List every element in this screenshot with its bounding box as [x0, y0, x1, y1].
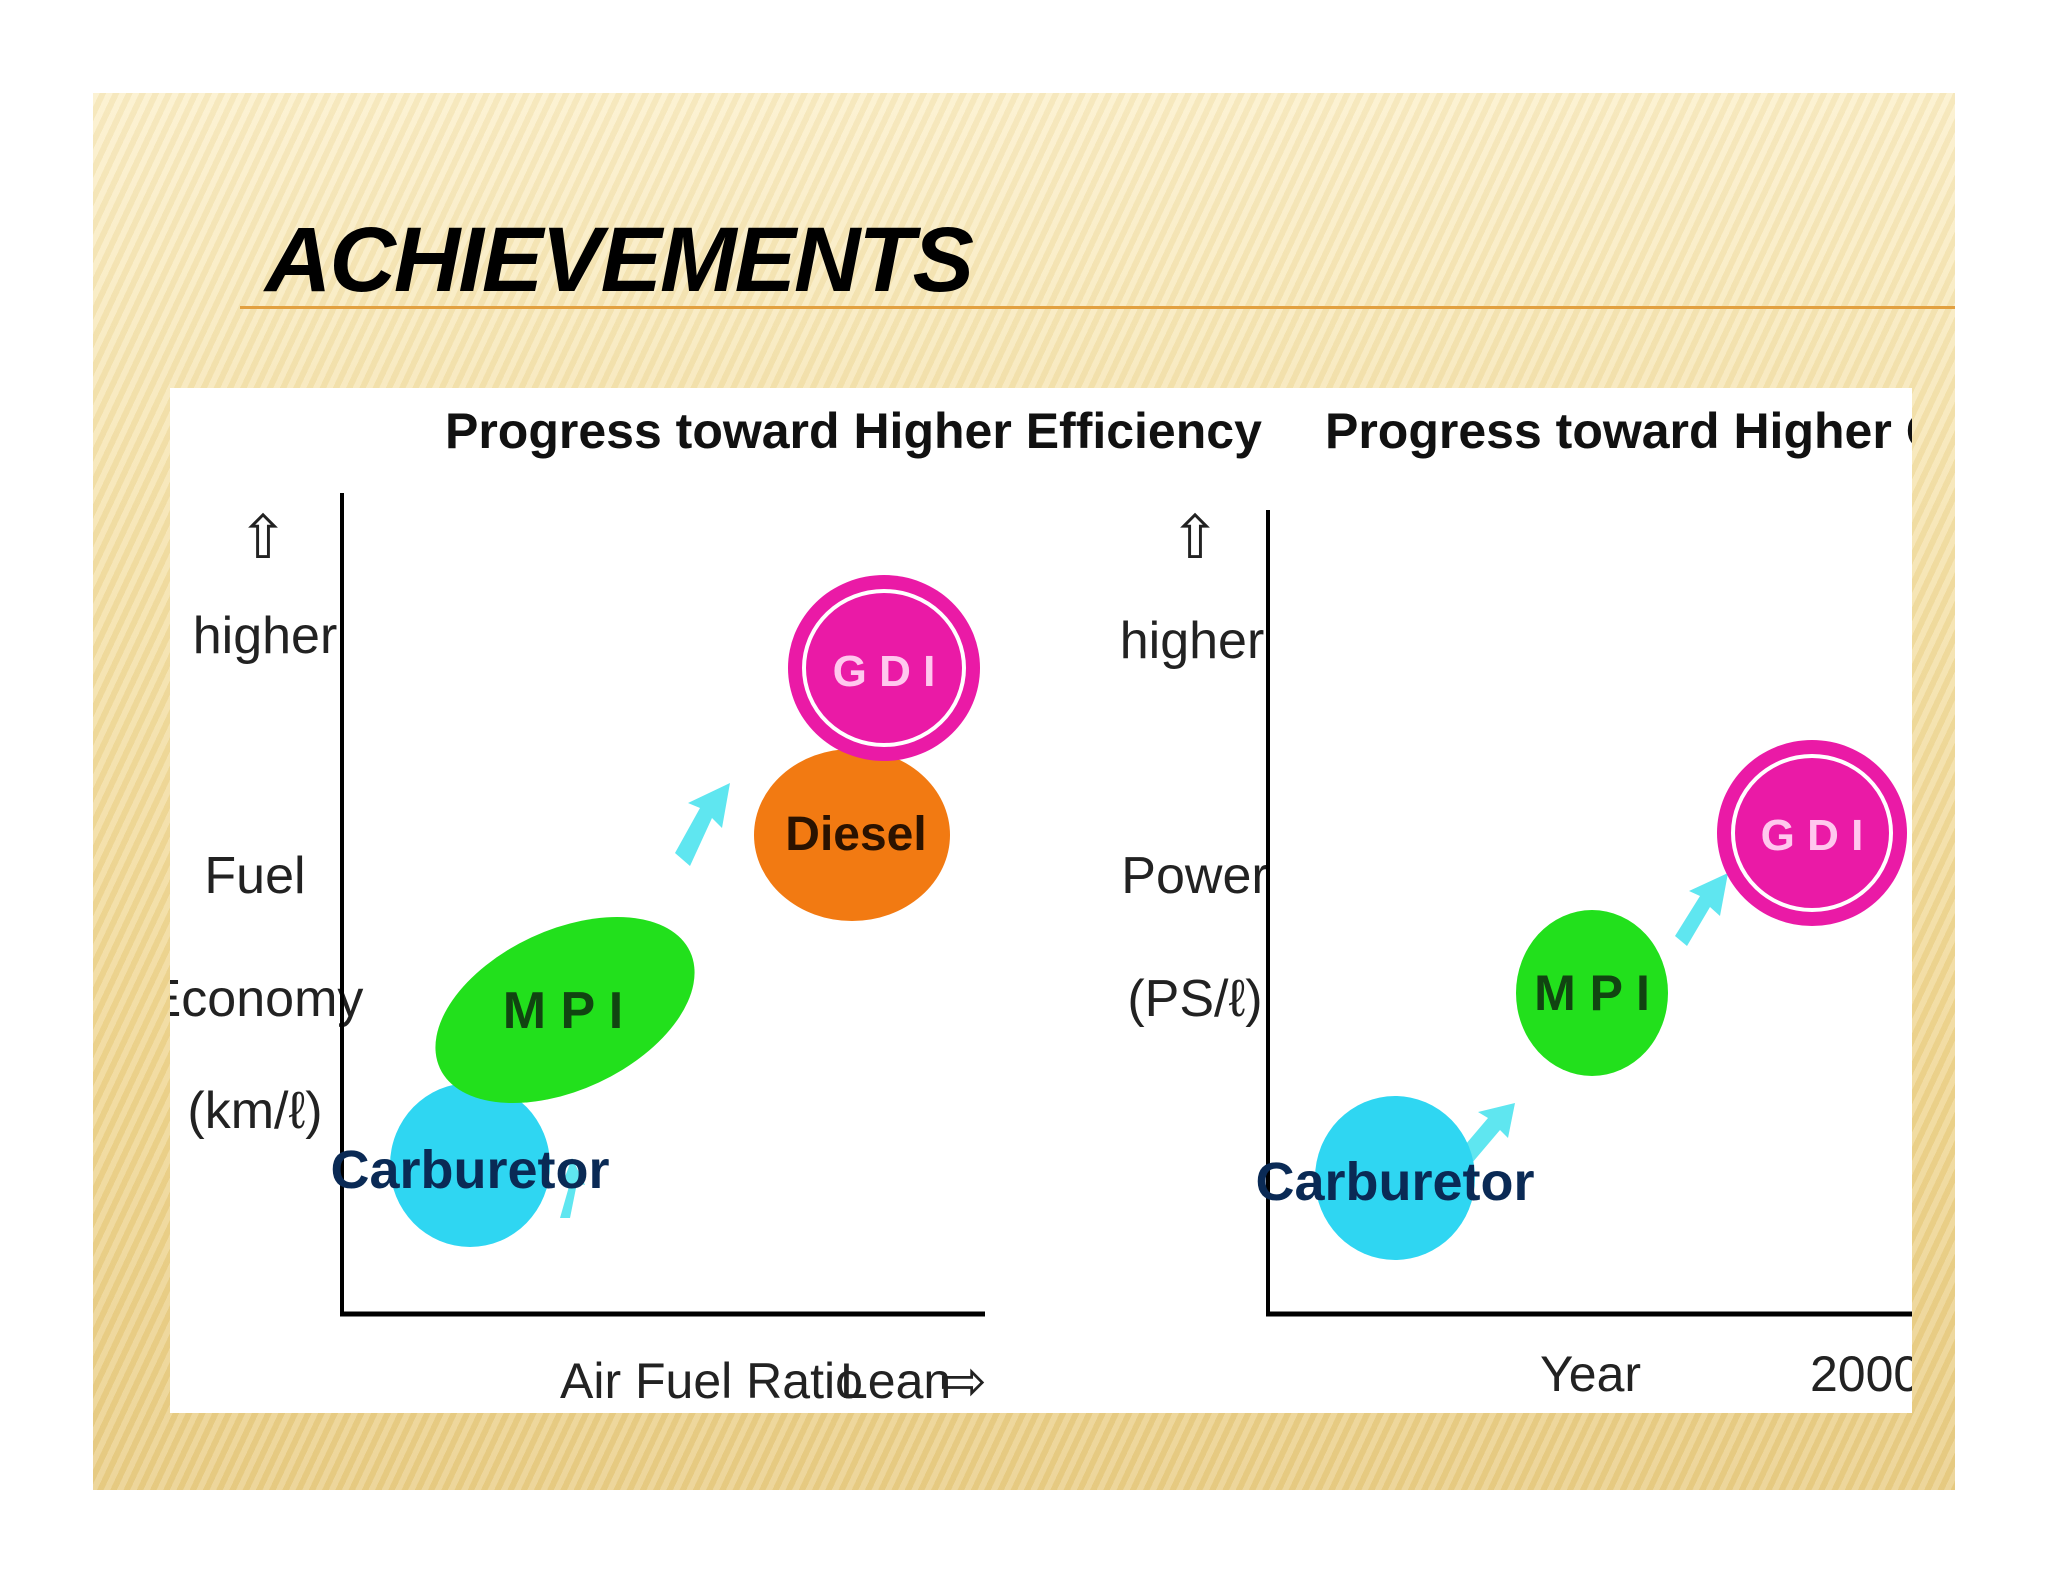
diagram-svg: Progress toward Higher Efficiency ⇧ high… [170, 403, 1912, 1412]
right-arrow-mpi-to-gdi [1675, 873, 1728, 946]
right-panel-title: Progress toward Higher Output [1325, 403, 1912, 459]
left-x-end-label: Lean [840, 1353, 951, 1409]
right-y-higher-label: higher [1120, 612, 1265, 670]
left-up-arrow-icon: ⇧ [238, 504, 288, 571]
right-mpi-label: M P I [1534, 965, 1650, 1021]
left-mpi-bubble [435, 916, 695, 1104]
left-x-axis-label: Air Fuel Ratio [560, 1353, 863, 1409]
right-gdi-inner-ring [1731, 754, 1893, 912]
left-y-label-line1: Fuel [204, 847, 305, 905]
right-diagram: Progress toward Higher Output ⇧ higher P… [1120, 403, 1912, 1402]
right-carburetor-bubble [1315, 1096, 1475, 1260]
title-underline [240, 306, 1955, 309]
left-diesel-label: Diesel [785, 808, 926, 861]
left-carburetor-bubble [390, 1083, 550, 1247]
left-gdi-bubble [788, 575, 980, 761]
left-right-arrow-icon: ⇨ [940, 1349, 987, 1412]
right-gdi-bubble [1717, 740, 1907, 926]
left-carburetor-label: Carburetor [330, 1140, 609, 1200]
right-arrow-carb-to-mpi [1460, 1103, 1515, 1163]
right-x-axis-label: Year [1540, 1346, 1641, 1402]
left-diesel-bubble [754, 749, 950, 921]
slide-title: ACHIEVEMENTS [265, 209, 974, 311]
left-y-label-line2: Economy [170, 970, 363, 1028]
right-y-label-line1: Power [1121, 847, 1268, 905]
left-diagram: Progress toward Higher Efficiency ⇧ high… [170, 403, 1262, 1412]
left-arrow-carb-to-mpi [560, 1158, 585, 1218]
right-gdi-label: G D I [1761, 811, 1864, 860]
right-y-label-line2: (PS/ℓ) [1127, 970, 1262, 1028]
left-mpi-label: M P I [503, 982, 623, 1040]
right-x-end-label: 2000 [1810, 1346, 1912, 1402]
left-y-label-line3: (km/ℓ) [187, 1082, 322, 1140]
right-mpi-bubble [1516, 910, 1668, 1076]
left-panel-title: Progress toward Higher Efficiency [445, 403, 1262, 459]
left-gdi-label: G D I [833, 647, 936, 696]
left-gdi-inner-ring [802, 589, 966, 747]
right-up-arrow-icon: ⇧ [1170, 504, 1220, 571]
figure-panel: Progress toward Higher Efficiency ⇧ high… [170, 388, 1912, 1413]
left-arrow-mpi-to-diesel [675, 783, 730, 866]
right-carburetor-label: Carburetor [1255, 1152, 1534, 1212]
left-y-higher-label: higher [193, 607, 338, 665]
